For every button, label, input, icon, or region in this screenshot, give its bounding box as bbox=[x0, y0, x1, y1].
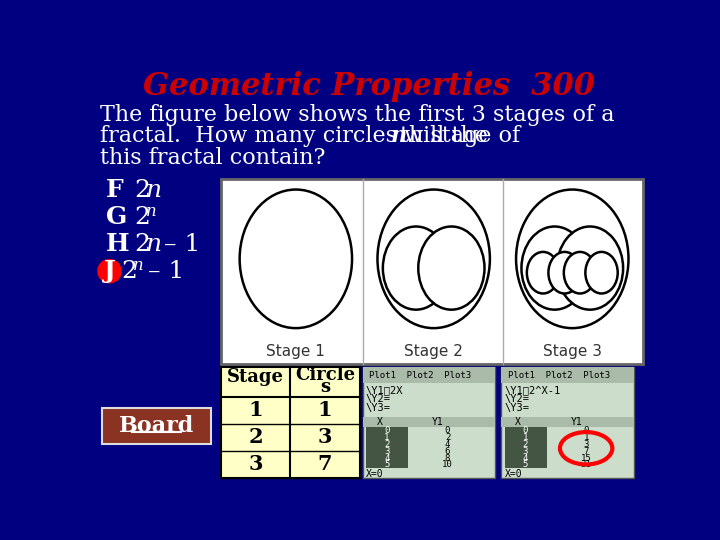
FancyBboxPatch shape bbox=[363, 367, 495, 383]
Text: 7: 7 bbox=[583, 447, 589, 456]
Text: 0: 0 bbox=[445, 427, 450, 435]
Text: 15: 15 bbox=[581, 454, 592, 463]
Text: 2: 2 bbox=[445, 433, 450, 442]
Text: – 1: – 1 bbox=[156, 233, 200, 256]
Ellipse shape bbox=[516, 190, 629, 328]
Ellipse shape bbox=[557, 226, 623, 309]
Text: \Y12X: \Y12X bbox=[366, 384, 403, 395]
Text: 2: 2 bbox=[134, 233, 150, 256]
Text: \Y12^X-1: \Y12^X-1 bbox=[505, 384, 561, 395]
Ellipse shape bbox=[527, 252, 559, 294]
Text: 3: 3 bbox=[523, 447, 528, 456]
Text: 4: 4 bbox=[445, 440, 450, 449]
Text: Stage 3: Stage 3 bbox=[543, 344, 602, 359]
Ellipse shape bbox=[418, 226, 485, 309]
Text: 2: 2 bbox=[121, 260, 137, 282]
Text: Stage 1: Stage 1 bbox=[266, 344, 325, 359]
Text: X: X bbox=[516, 417, 521, 428]
Text: Plot1  Plot2  Plot3: Plot1 Plot2 Plot3 bbox=[508, 370, 610, 380]
Text: 5: 5 bbox=[523, 461, 528, 469]
Text: n: n bbox=[145, 233, 161, 256]
Text: 0: 0 bbox=[583, 427, 589, 435]
Text: F: F bbox=[106, 178, 123, 202]
Text: Geometric Properties  300: Geometric Properties 300 bbox=[143, 71, 595, 102]
FancyBboxPatch shape bbox=[221, 179, 643, 363]
Text: s: s bbox=[320, 379, 330, 396]
Text: 2: 2 bbox=[523, 440, 528, 449]
FancyBboxPatch shape bbox=[221, 367, 360, 477]
FancyBboxPatch shape bbox=[363, 417, 495, 428]
Text: 7: 7 bbox=[318, 454, 333, 474]
Text: – 1: – 1 bbox=[140, 260, 184, 282]
FancyBboxPatch shape bbox=[363, 367, 495, 477]
Text: Circle: Circle bbox=[295, 366, 355, 384]
Text: 2: 2 bbox=[384, 440, 390, 449]
Text: 3: 3 bbox=[248, 454, 263, 474]
Ellipse shape bbox=[521, 226, 588, 309]
FancyBboxPatch shape bbox=[366, 428, 408, 468]
Text: 1: 1 bbox=[318, 400, 333, 420]
Text: 3: 3 bbox=[318, 427, 333, 447]
Text: \Y2=: \Y2= bbox=[366, 394, 391, 404]
FancyBboxPatch shape bbox=[501, 367, 634, 383]
Text: 1: 1 bbox=[523, 433, 528, 442]
Text: Y1: Y1 bbox=[571, 417, 582, 428]
Ellipse shape bbox=[585, 252, 618, 294]
Text: 4: 4 bbox=[523, 454, 528, 463]
Text: n: n bbox=[390, 125, 407, 147]
FancyBboxPatch shape bbox=[505, 428, 547, 468]
Text: th stage of: th stage of bbox=[400, 125, 520, 147]
Ellipse shape bbox=[377, 190, 490, 328]
Text: 5: 5 bbox=[384, 461, 390, 469]
Text: n: n bbox=[145, 179, 161, 202]
Text: fractal.  How many circles will the: fractal. How many circles will the bbox=[99, 125, 495, 147]
Text: 3: 3 bbox=[384, 447, 390, 456]
Text: J: J bbox=[104, 259, 115, 283]
Text: 0: 0 bbox=[384, 427, 390, 435]
Text: 8: 8 bbox=[445, 454, 450, 463]
Text: \Y2=: \Y2= bbox=[505, 394, 529, 404]
Text: Y1: Y1 bbox=[432, 417, 444, 428]
Circle shape bbox=[98, 260, 121, 283]
Text: X: X bbox=[377, 417, 382, 428]
Text: Stage: Stage bbox=[228, 368, 284, 387]
Text: 1: 1 bbox=[248, 400, 263, 420]
FancyBboxPatch shape bbox=[501, 367, 634, 477]
Ellipse shape bbox=[564, 252, 596, 294]
Text: 1: 1 bbox=[583, 433, 589, 442]
Text: The figure below shows the first 3 stages of a: The figure below shows the first 3 stage… bbox=[99, 104, 614, 126]
Text: 6: 6 bbox=[445, 447, 450, 456]
FancyBboxPatch shape bbox=[102, 408, 211, 444]
Text: Plot1  Plot2  Plot3: Plot1 Plot2 Plot3 bbox=[369, 370, 471, 380]
Text: 2: 2 bbox=[248, 427, 263, 447]
Text: Stage 2: Stage 2 bbox=[404, 344, 463, 359]
Text: 3: 3 bbox=[583, 440, 589, 449]
Ellipse shape bbox=[240, 190, 352, 328]
Text: 1: 1 bbox=[384, 433, 390, 442]
Text: 2: 2 bbox=[134, 206, 150, 229]
Ellipse shape bbox=[383, 226, 449, 309]
Text: 31: 31 bbox=[581, 461, 592, 469]
Text: H: H bbox=[106, 232, 130, 256]
Text: G: G bbox=[106, 205, 127, 229]
Text: 2: 2 bbox=[134, 179, 150, 202]
Text: n: n bbox=[132, 257, 143, 274]
Text: 4: 4 bbox=[384, 454, 390, 463]
Text: Board: Board bbox=[119, 415, 194, 437]
Text: 10: 10 bbox=[442, 461, 453, 469]
Text: this fractal contain?: this fractal contain? bbox=[99, 147, 325, 169]
Text: X=0: X=0 bbox=[366, 469, 384, 478]
Text: n: n bbox=[145, 204, 156, 220]
Text: \Y3=: \Y3= bbox=[366, 403, 391, 413]
Text: 0: 0 bbox=[523, 427, 528, 435]
FancyBboxPatch shape bbox=[501, 417, 634, 428]
Text: \Y3=: \Y3= bbox=[505, 403, 529, 413]
Ellipse shape bbox=[549, 252, 581, 294]
Text: X=0: X=0 bbox=[505, 469, 522, 478]
